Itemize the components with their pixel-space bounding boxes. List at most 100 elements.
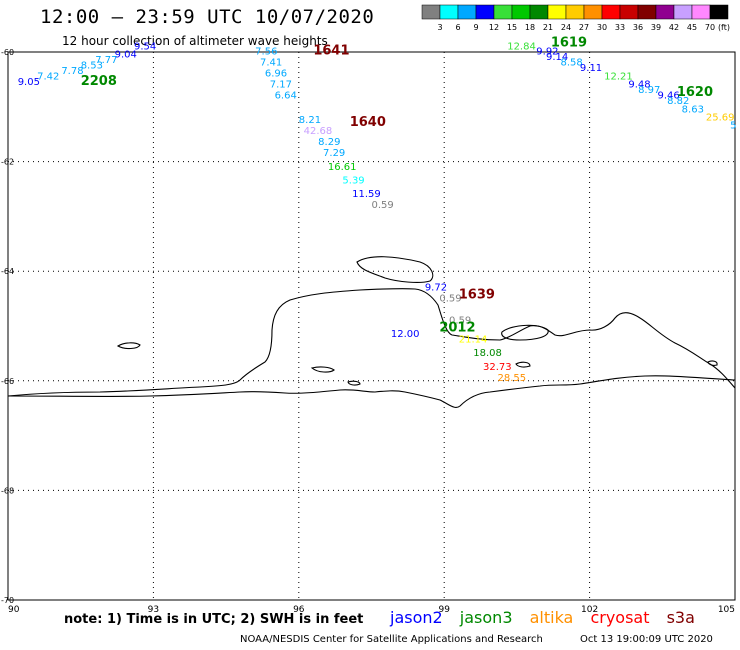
wave-height-label: 18.08 xyxy=(473,348,502,359)
wave-height-label: 16.61 xyxy=(328,162,357,173)
wave-height-label: 32.73 xyxy=(483,362,512,373)
footer-credit: NOAA/NESDIS Center for Satellite Applica… xyxy=(240,634,543,645)
island-2 xyxy=(501,324,549,341)
wave-height-label: 0.59 xyxy=(439,293,461,304)
colorbar-label: 15 xyxy=(507,23,517,32)
wave-height-label: 9.72 xyxy=(425,282,447,293)
track-time-label: 1641 xyxy=(313,44,349,59)
colorbar-swatch xyxy=(709,4,729,20)
colorbar-label: 18 xyxy=(525,23,535,32)
wave-height-label: 9.11 xyxy=(580,63,602,74)
colorbar-label: 24 xyxy=(561,23,571,32)
x-tick-label: 90 xyxy=(8,605,20,615)
coastline-main xyxy=(7,288,736,397)
colorbar-label: 27 xyxy=(579,23,589,32)
colorbar-swatch xyxy=(655,4,675,20)
wave-height-label: 7.29 xyxy=(323,148,345,159)
colorbar-swatch xyxy=(691,4,711,20)
y-tick-label: -66 xyxy=(1,377,14,386)
wave-height-label: 11.59 xyxy=(352,189,381,200)
colorbar-label: 33 xyxy=(615,23,625,32)
x-tick-label: 99 xyxy=(438,605,450,615)
wave-height-label: 9.48 xyxy=(628,80,650,91)
wave-height-label: 7.17 xyxy=(270,80,292,91)
colorbar-swatch xyxy=(493,4,513,20)
colorbar-swatch xyxy=(421,4,441,20)
x-tick-label: 93 xyxy=(148,605,159,615)
island-5 xyxy=(347,380,361,386)
colorbar-swatch xyxy=(619,4,639,20)
colorbar-unit: (ft) xyxy=(718,23,730,32)
footer-note: note: 1) Time is in UTC; 2) SWH is in fe… xyxy=(64,612,364,627)
wave-height-label: 8.97 xyxy=(638,85,660,96)
coastline-lower xyxy=(7,375,736,408)
island-4 xyxy=(310,366,335,373)
x-tick-label: 105 xyxy=(718,605,735,615)
colorbar-label: 6 xyxy=(455,23,460,32)
satellite-cryosat: cryosat xyxy=(590,608,650,627)
colorbar-label: 45 xyxy=(687,23,697,32)
wave-height-label: 25.69 xyxy=(706,113,735,124)
observation-labels: 9.057.42 7.788.537.779.049.54 7.567.416.96… xyxy=(18,41,737,384)
satellite-jason3: jason3 xyxy=(459,608,513,627)
wave-height-label: 9.54 xyxy=(134,41,156,52)
island-7 xyxy=(707,360,718,366)
island-6 xyxy=(515,361,531,368)
track-time-label: 2012 xyxy=(439,320,475,335)
track-time-label: 1620 xyxy=(677,85,713,100)
colorbar-label: 42 xyxy=(669,23,679,32)
satellite-s3a: s3a xyxy=(666,608,695,627)
wave-height-label: 7.56 xyxy=(255,47,277,58)
colorbar-label: 36 xyxy=(633,23,643,32)
wave-height-label: 8.63 xyxy=(682,104,704,115)
wave-height-label: 12.21 xyxy=(604,71,633,82)
colorbar-swatch xyxy=(475,4,495,20)
colorbar-label: 12 xyxy=(489,23,499,32)
colorbar-label: 21 xyxy=(543,23,553,32)
axis-tick-labels: 90 93 96 99 102 105 -60 -62 -64 -66 -68 -70 xyxy=(1,48,735,615)
colorbar-swatch xyxy=(637,4,657,20)
footer-date: Oct 13 19:00:09 UTC 2020 xyxy=(580,634,713,645)
y-tick-label: -62 xyxy=(1,158,14,167)
map-title: 12:00 – 23:59 UTC 10/07/2020 xyxy=(40,6,375,28)
wave-height-label: 9.92 xyxy=(536,47,558,58)
colorbar-swatch xyxy=(565,4,585,20)
wave-height-label: 7.41 xyxy=(260,58,282,69)
wave-height-label: 0.59 xyxy=(449,315,471,326)
wave-height-label: 0.59 xyxy=(372,200,394,211)
colorbar-label: 70 xyxy=(705,23,715,32)
wave-height-label: 42.68 xyxy=(304,126,333,137)
wave-height-label: 7.77 xyxy=(95,55,117,66)
colorbar-label: 9 xyxy=(473,23,478,32)
wave-height-label: 8.29 xyxy=(318,137,340,148)
plot-frame xyxy=(7,51,736,601)
x-tick-label: 102 xyxy=(581,605,598,615)
colorbar-swatch xyxy=(673,4,693,20)
wave-height-label: 7.78 xyxy=(61,66,83,77)
wave-height-label: 9.46 xyxy=(657,91,679,102)
wave-height-label: 8.58 xyxy=(561,58,583,69)
y-tick-label: -68 xyxy=(1,486,14,495)
colorbar-label: 3 xyxy=(437,23,442,32)
wave-height-label: 12.84 xyxy=(507,41,536,52)
colorbar-swatch xyxy=(547,4,567,20)
grid-lines xyxy=(8,52,735,600)
wave-height-label: 21.14 xyxy=(459,334,488,345)
wave-height-label: 7.42 xyxy=(37,71,59,82)
colorbar-swatch xyxy=(601,4,621,20)
wave-height-label: 12.00 xyxy=(391,329,420,340)
y-tick-label: -60 xyxy=(1,48,14,57)
satellite-legend: jason2 jason3 altika cryosat s3a xyxy=(390,608,707,627)
satellite-altika: altika xyxy=(529,608,574,627)
y-tick-label: -70 xyxy=(1,596,14,605)
satellite-jason2: jason2 xyxy=(390,608,443,627)
coastline xyxy=(7,256,736,408)
wave-height-label: 8.53 xyxy=(81,60,103,71)
track-time-label: 2208 xyxy=(81,74,117,89)
wave-height-label: 6.96 xyxy=(265,69,287,80)
island-1 xyxy=(356,256,434,283)
track-time-label: 1639 xyxy=(459,288,495,303)
colorbar-label: 30 xyxy=(597,23,607,32)
track-time-label: 1640 xyxy=(350,115,386,130)
wave-height-label: 9.14 xyxy=(546,52,568,63)
